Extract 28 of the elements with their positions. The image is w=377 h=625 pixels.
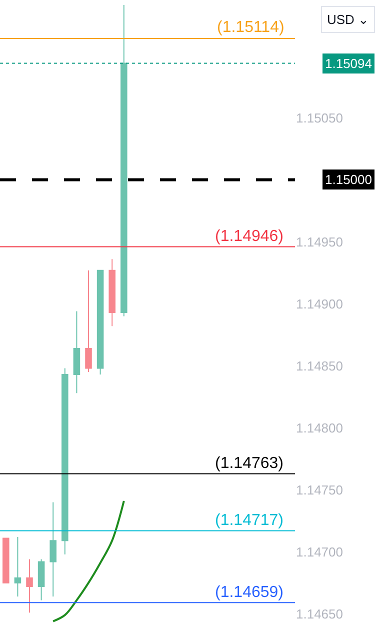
candlestick (38, 558, 45, 601)
y-tick-label: 1.14850 (296, 358, 343, 374)
ref-line-label: 1.15000 (325, 172, 372, 187)
candlestick (96, 270, 104, 375)
y-tick-label: 1.14650 (296, 606, 343, 622)
y-tick-label: 1.14700 (296, 544, 343, 560)
y-tick-label: 1.14950 (296, 234, 343, 250)
candlestick (73, 310, 80, 394)
ref-line-label: (1.14659) (215, 584, 284, 601)
ref-line-label: (1.14763) (215, 455, 284, 472)
ref-line-label: (1.15114) (217, 19, 284, 36)
ref-line-label: (1.14717) (215, 512, 284, 529)
candlestick (2, 538, 10, 584)
text: USD ⌄ (327, 12, 370, 27)
candlestick (26, 558, 33, 614)
y-tick-label: 1.14800 (296, 420, 343, 436)
y-tick-label: 1.15050 (296, 110, 343, 126)
candlestick (85, 270, 92, 373)
ref-line-label: 1.15094 (325, 56, 372, 71)
candlestick (14, 536, 22, 597)
ref-line-label: (1.14946) (215, 228, 284, 245)
candlestick (108, 258, 116, 327)
line-series (52, 500, 125, 622)
y-tick-label: 1.14750 (296, 482, 343, 498)
candlestick (120, 4, 128, 317)
y-tick-label: 1.14900 (296, 296, 343, 312)
candlestick (50, 502, 56, 597)
candlestick (62, 368, 68, 555)
